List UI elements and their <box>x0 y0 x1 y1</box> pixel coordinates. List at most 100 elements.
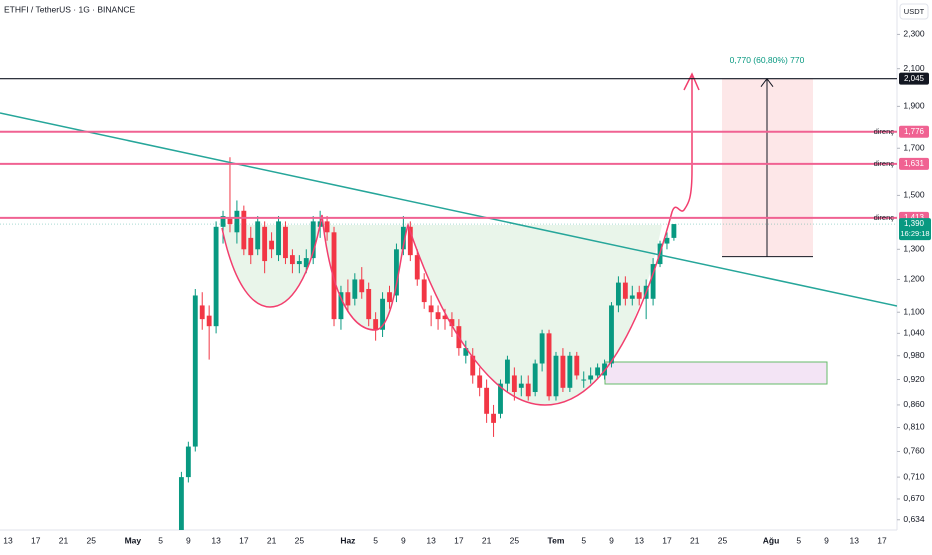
y-tick-label: 0,920 <box>903 374 925 384</box>
x-tick-label: 13 <box>634 535 644 545</box>
y-tick-label: 2,300 <box>903 29 925 39</box>
y-tick-label: 0,634 <box>903 514 925 524</box>
currency-box <box>899 3 929 20</box>
x-tick-label: 9 <box>824 535 829 545</box>
candle-body <box>380 298 385 330</box>
cup-handle-path <box>221 76 693 406</box>
candle-body <box>567 355 573 388</box>
x-tick-label: 9 <box>401 535 406 545</box>
candle-body <box>442 315 448 320</box>
candle-body <box>629 295 635 299</box>
candle-body <box>400 226 406 250</box>
candle-body <box>178 477 184 530</box>
price-box <box>899 125 929 138</box>
candle-body <box>498 383 503 414</box>
y-tick-label: 0,670 <box>903 493 925 503</box>
candle-body <box>407 226 413 256</box>
price-box-label: 1,776 <box>904 127 925 136</box>
candle-body <box>387 292 392 303</box>
candle-body <box>324 221 330 233</box>
candle-body <box>289 255 295 265</box>
candle-body <box>227 218 233 225</box>
candle-body <box>574 355 580 376</box>
candle-body <box>622 282 628 299</box>
x-tick-label: Tem <box>548 535 565 545</box>
x-tick-label: 21 <box>690 535 700 545</box>
candle-body <box>373 319 379 330</box>
x-tick-label: 21 <box>267 535 277 545</box>
countdown-label: 16:29:18 <box>900 229 929 238</box>
x-tick-label: 5 <box>158 535 163 545</box>
candle-body <box>525 383 531 397</box>
measure-label: 0,770 (60,80%) 770 <box>730 55 805 65</box>
candle-body <box>352 279 358 299</box>
x-tick-label: 9 <box>609 535 614 545</box>
candle-body <box>664 237 670 244</box>
x-tick-label: 17 <box>239 535 249 545</box>
x-tick-label: 21 <box>482 535 492 545</box>
axes: 2,300 2,100 1,900 1,700 1,500 1,300 1,200 1,100… <box>3 29 925 546</box>
candle-body <box>303 258 309 268</box>
candle-body <box>394 249 399 296</box>
candle-body <box>220 216 226 227</box>
level-note: direnç <box>874 159 895 168</box>
candle-body <box>615 282 621 306</box>
trendline <box>0 112 897 307</box>
candle-body <box>199 305 205 320</box>
candle-body <box>213 226 219 327</box>
candle-body <box>463 348 469 356</box>
candle-body <box>359 279 365 293</box>
x-tick-label: 25 <box>87 535 97 545</box>
candle-body <box>546 333 552 397</box>
candle-body <box>484 387 490 414</box>
candle-body <box>518 383 524 388</box>
y-tick-label: 1,200 <box>903 274 925 284</box>
candle-body <box>449 319 455 327</box>
price-box-label: 1,631 <box>904 159 925 168</box>
y-tick-label: 0,860 <box>903 399 925 409</box>
candle-body <box>470 355 476 376</box>
x-tick-label: 25 <box>295 535 305 545</box>
level-note: direnç <box>874 127 895 136</box>
x-tick-label: 9 <box>186 535 191 545</box>
x-tick-label: 5 <box>373 535 378 545</box>
candle-body <box>276 221 281 256</box>
candle-body <box>595 367 601 376</box>
grid <box>0 33 900 521</box>
candle-body <box>671 224 677 238</box>
candle-body <box>588 375 594 380</box>
candle-body <box>338 292 344 320</box>
y-tick-label: 2,100 <box>903 63 925 73</box>
x-tick-label: 17 <box>31 535 41 545</box>
arrow-head <box>683 72 700 91</box>
candle-body <box>650 264 656 299</box>
candle-body <box>262 226 268 262</box>
x-tick-label: 25 <box>510 535 520 545</box>
y-tick-label: 0,760 <box>903 446 925 456</box>
current-price-box <box>899 218 931 241</box>
y-tick-label: 1,100 <box>903 306 925 316</box>
x-tick-label: 5 <box>796 535 801 545</box>
candle-body <box>581 379 587 381</box>
candle-body <box>241 210 247 250</box>
demand-zone <box>604 361 828 385</box>
x-tick-label: 5 <box>581 535 586 545</box>
candle-body <box>435 312 441 320</box>
y-tick-label: 0,810 <box>903 422 925 432</box>
candle-body <box>553 355 559 397</box>
candle-body <box>310 221 316 259</box>
candle-body <box>255 221 261 250</box>
candle-body <box>609 305 614 364</box>
candle-body <box>234 210 240 233</box>
candle-body <box>414 255 420 280</box>
candle-body <box>636 292 642 299</box>
price-box <box>899 72 929 85</box>
candle-body <box>505 359 510 384</box>
candle-body <box>477 375 483 388</box>
candle-body <box>192 295 198 447</box>
x-tick-label: Haz <box>340 535 355 545</box>
currency-label: USDT <box>904 7 925 16</box>
x-tick-label: 17 <box>877 535 887 545</box>
